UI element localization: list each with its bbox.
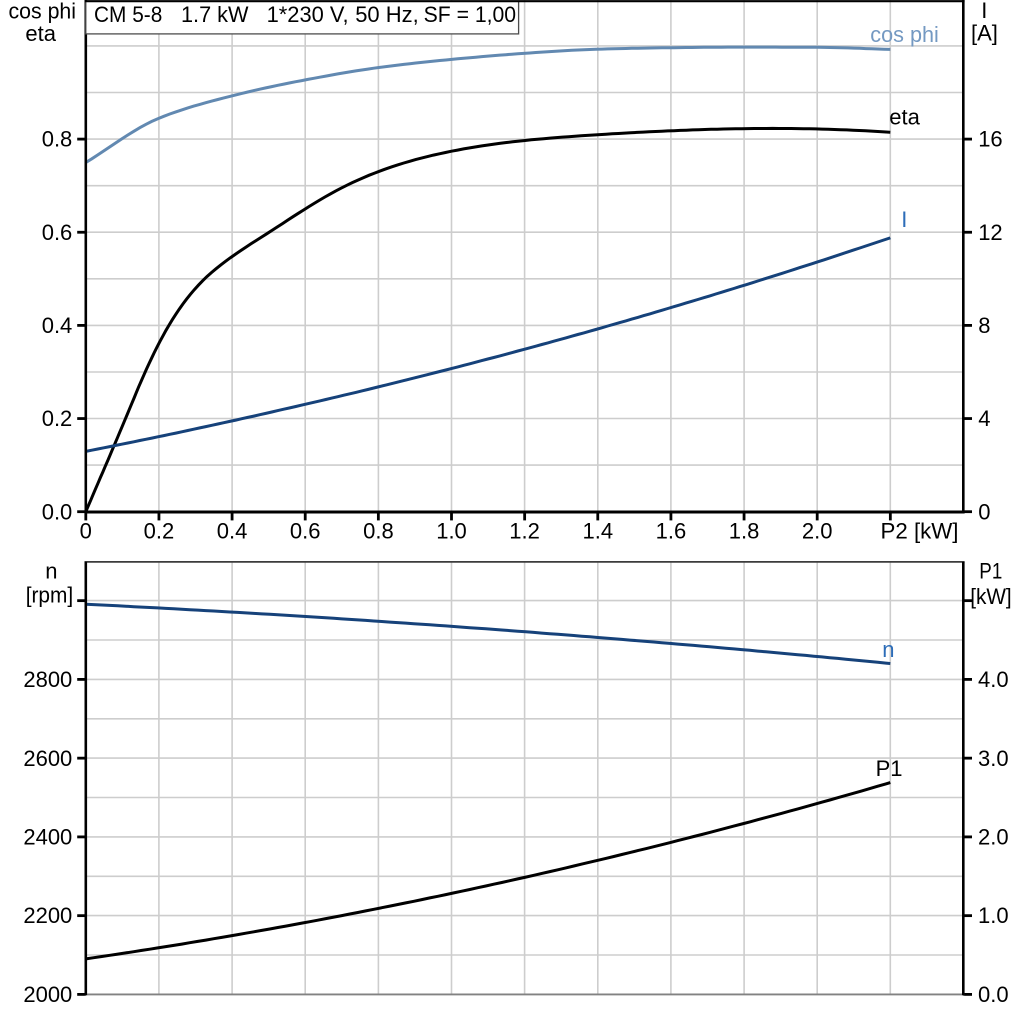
svg-text:1.2: 1.2 [509,518,540,543]
svg-text:eta: eta [889,105,920,130]
svg-text:n: n [882,637,894,662]
svg-text:0.0: 0.0 [978,982,1009,1007]
svg-text:[kW]: [kW] [970,584,1012,609]
svg-text:2800: 2800 [23,667,72,692]
svg-text:4.0: 4.0 [978,667,1009,692]
svg-text:I: I [981,0,987,23]
svg-text:cos phi: cos phi [870,22,939,47]
svg-text:1.8: 1.8 [729,518,760,543]
svg-text:0.8: 0.8 [42,127,73,152]
svg-text:1*230 V,: 1*230 V, [267,2,349,27]
svg-text:2600: 2600 [23,746,72,771]
svg-text:P1: P1 [876,756,903,781]
svg-text:cos phi: cos phi [9,0,77,23]
svg-text:3.0: 3.0 [978,746,1009,771]
svg-text:0: 0 [80,518,92,543]
svg-text:0.0: 0.0 [42,499,73,524]
svg-text:SF = 1,00: SF = 1,00 [424,2,516,27]
svg-text:P2 [kW]: P2 [kW] [881,518,959,543]
svg-text:eta: eta [25,21,56,46]
svg-text:2000: 2000 [23,982,72,1007]
svg-text:1.4: 1.4 [583,518,614,543]
svg-text:0: 0 [978,499,990,524]
svg-text:0.2: 0.2 [42,406,73,431]
svg-text:1.6: 1.6 [656,518,687,543]
svg-text:I: I [901,207,907,232]
svg-text:16: 16 [978,127,1002,152]
svg-text:0.2: 0.2 [144,518,175,543]
svg-text:0.4: 0.4 [42,313,73,338]
svg-text:1.7 kW: 1.7 kW [181,2,249,27]
svg-text:2200: 2200 [23,903,72,928]
svg-text:50 Hz,: 50 Hz, [355,2,419,27]
svg-text:1.0: 1.0 [436,518,467,543]
svg-text:8: 8 [978,313,990,338]
svg-text:0.6: 0.6 [42,220,73,245]
svg-text:[A]: [A] [971,21,998,46]
svg-text:P1: P1 [979,559,1002,584]
svg-text:2.0: 2.0 [978,825,1009,850]
svg-text:2.0: 2.0 [802,518,833,543]
svg-text:0.8: 0.8 [363,518,394,543]
svg-text:12: 12 [978,220,1002,245]
svg-text:0.6: 0.6 [290,518,321,543]
svg-text:CM 5-8: CM 5-8 [94,2,162,27]
svg-text:4: 4 [978,406,990,431]
svg-text:1.0: 1.0 [978,903,1009,928]
svg-text:n: n [45,559,57,584]
svg-text:0.4: 0.4 [217,518,248,543]
svg-text:[rpm]: [rpm] [26,583,73,608]
svg-text:2400: 2400 [23,825,72,850]
